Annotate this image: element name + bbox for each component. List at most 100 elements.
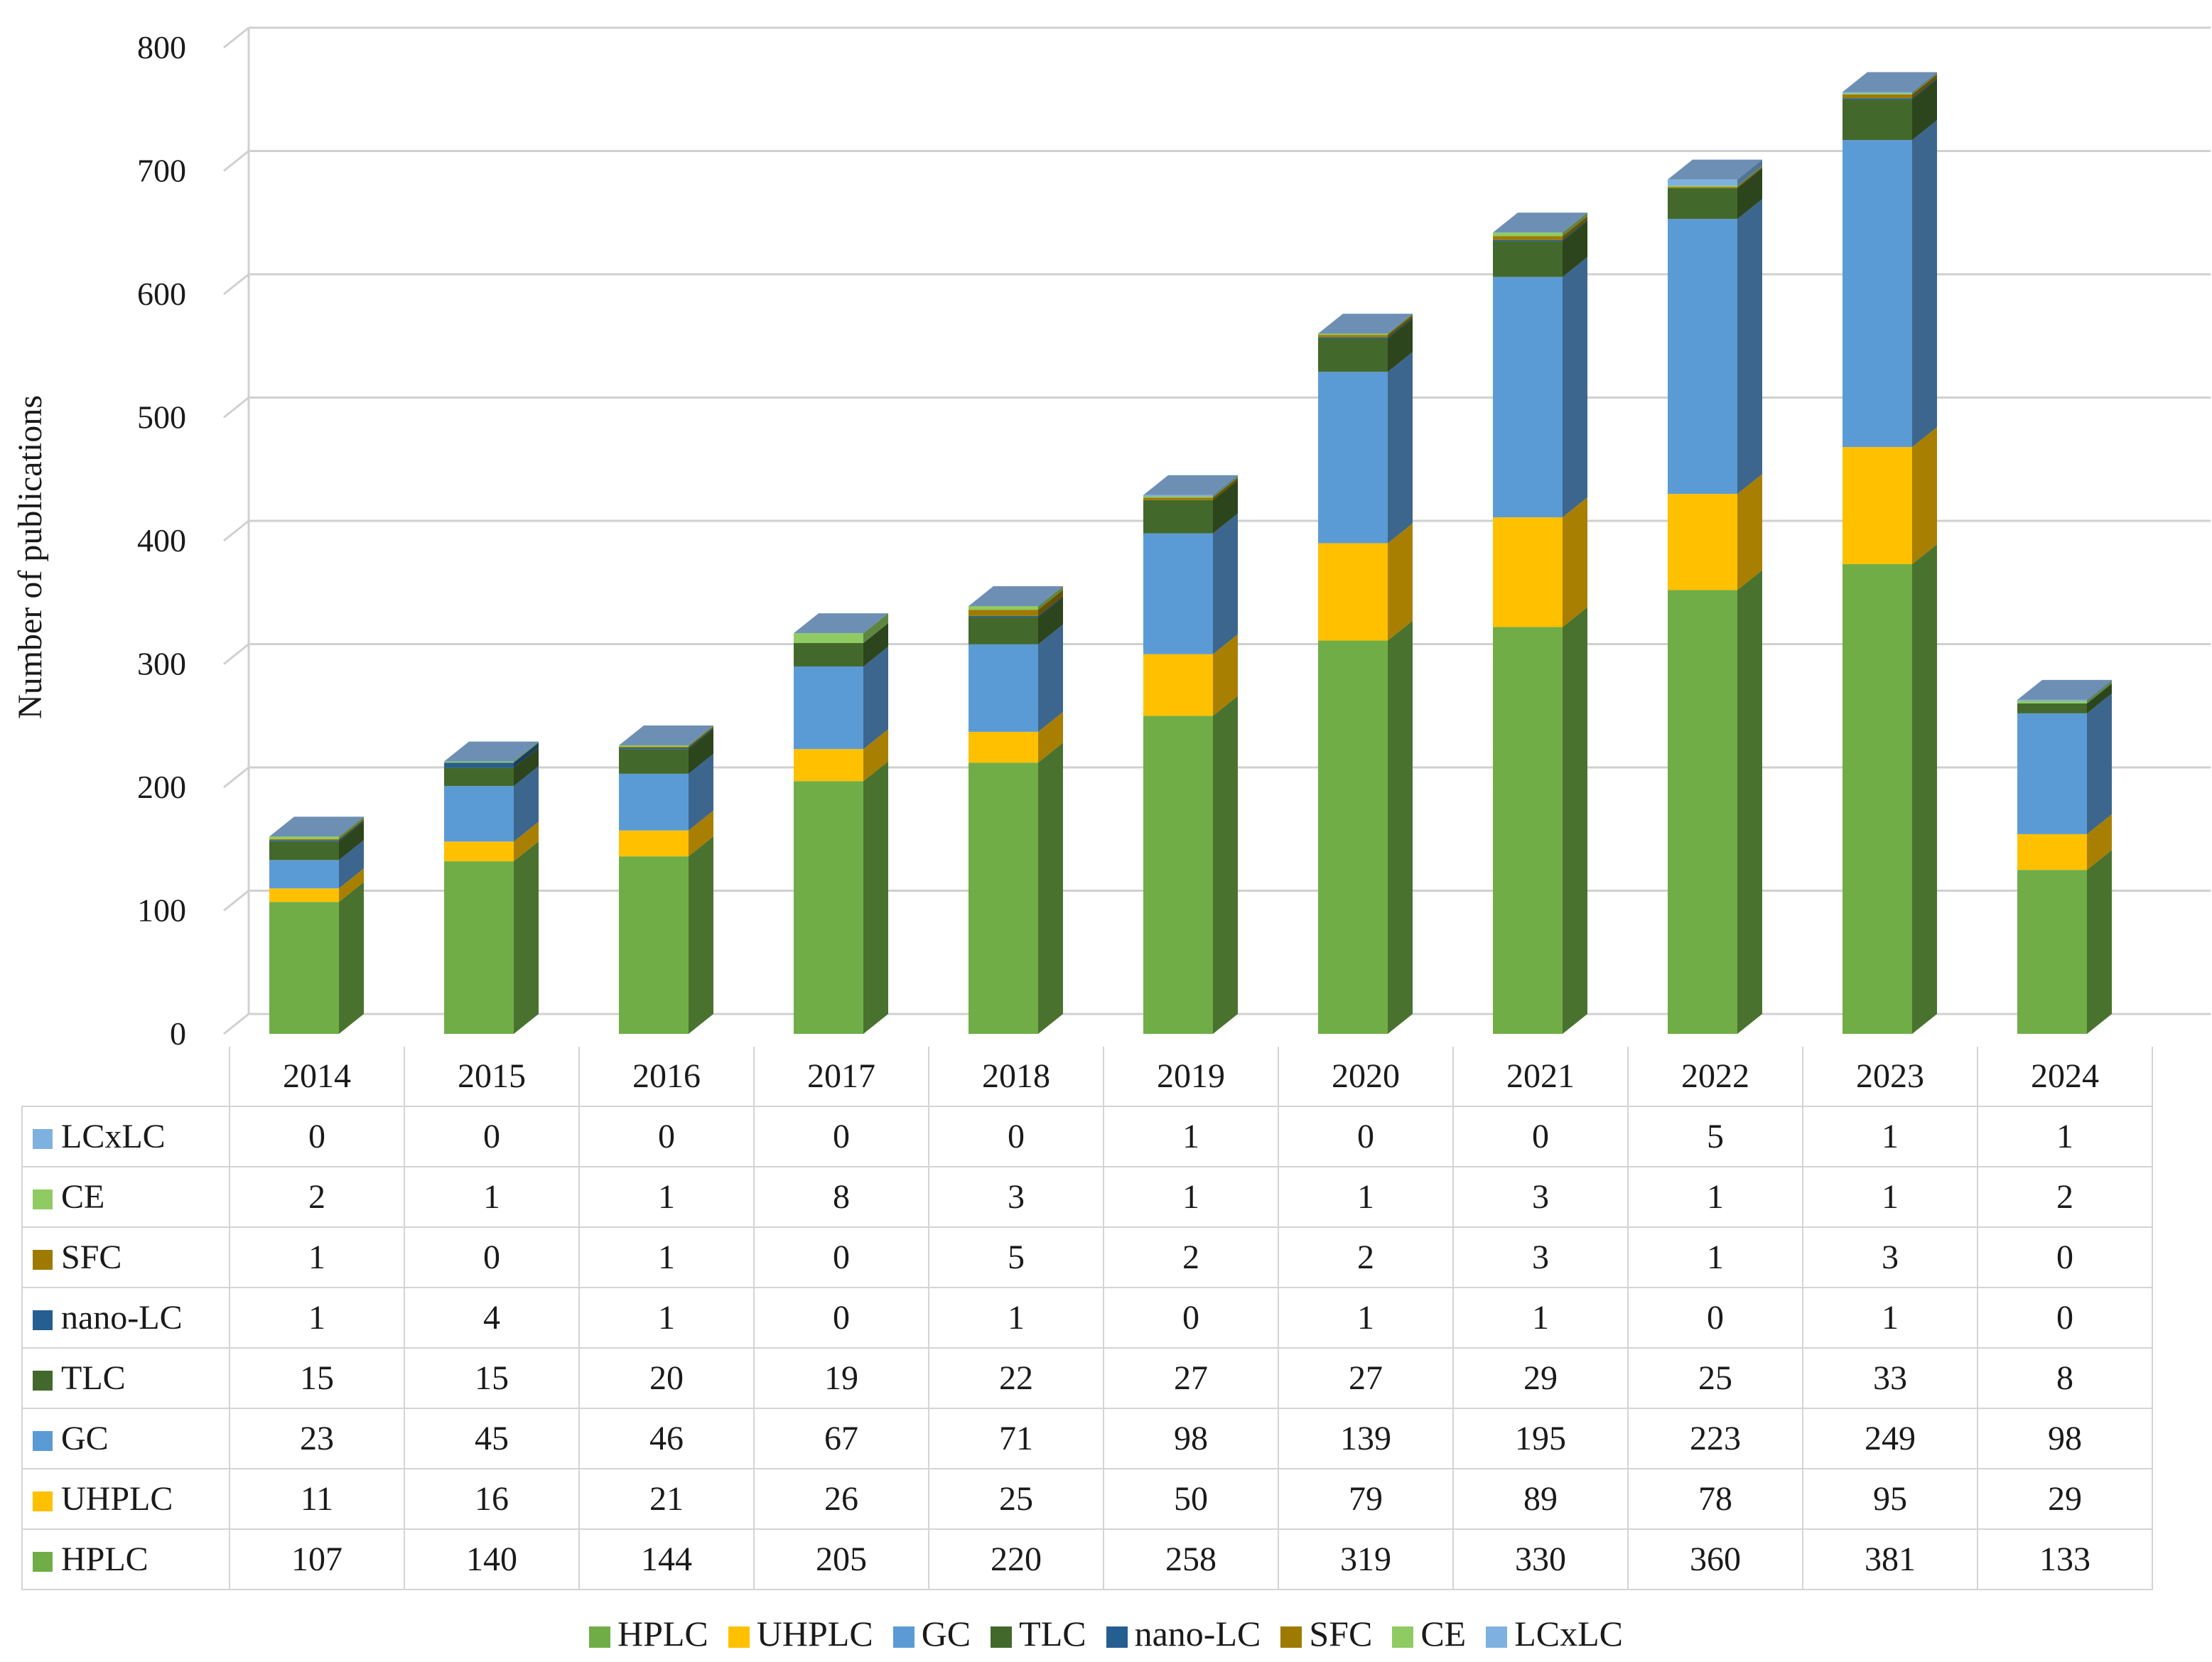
- table-cell: 1: [404, 1166, 580, 1228]
- bar-segment-SFC-2023: [1843, 94, 1912, 99]
- bar-segment-UHPLC-2024: [2017, 833, 2087, 870]
- legend-swatch: [33, 1491, 53, 1511]
- legend-swatch: [33, 1552, 53, 1572]
- table-cell: 29: [1452, 1347, 1629, 1409]
- bar-segment-LCxLC-2023: [1843, 92, 1912, 94]
- legend-item-HPLC: HPLC: [588, 1613, 708, 1654]
- bar-side-UHPLC-2018: [1038, 711, 1063, 763]
- bar-segment-HPLC-2024: [2017, 870, 2087, 1034]
- bar-top-2017: [794, 613, 888, 634]
- table-cell: 319: [1278, 1528, 1454, 1590]
- bar-segment-GC-2020: [1318, 372, 1388, 544]
- table-cell: 25: [928, 1468, 1104, 1530]
- legend-label: CE: [1420, 1614, 1467, 1653]
- table-cell: 95: [1802, 1468, 1978, 1530]
- data-table: 2014 2015 2016 2017 2018 2019 2020 2021 2022 2023…: [21, 1047, 2153, 1590]
- bar-top-2015: [444, 741, 539, 762]
- table-cell: 0: [753, 1106, 929, 1167]
- bar-segment-SFC-2019: [1143, 497, 1213, 500]
- bar-side-HPLC-2021: [1563, 607, 1587, 1034]
- bar-side-HPLC-2017: [863, 761, 888, 1034]
- bar-side-nano-LC-2015: [514, 743, 539, 768]
- x-category-label: 2021: [1452, 1047, 1629, 1107]
- legend-label: TLC: [1019, 1614, 1086, 1653]
- gridline-diagonal: [223, 1013, 249, 1035]
- bar-stack-2020: [1318, 313, 1413, 1034]
- bar-top-2024: [2017, 679, 2112, 700]
- table-cell: 1: [1278, 1287, 1454, 1349]
- bar-segment-HPLC-2018: [969, 762, 1038, 1034]
- bar-side-SFC-2014: [339, 819, 364, 841]
- bar-segment-CE-2017: [794, 633, 863, 644]
- table-cell: 5: [1627, 1106, 1803, 1167]
- bar-side-GC-2024: [2087, 693, 2112, 834]
- table-cell: 205: [753, 1528, 929, 1590]
- bar-side-UHPLC-2016: [689, 810, 713, 857]
- legend-label: SFC: [1309, 1614, 1373, 1653]
- legend: HPLC UHPLC GC TLC nano-LC SFC CE LCxLC: [0, 1613, 2212, 1654]
- table-cell: 107: [229, 1528, 405, 1590]
- legend-label: UHPLC: [756, 1614, 873, 1653]
- table-cell: 133: [1977, 1528, 2153, 1590]
- bar-side-nano-LC-2020: [1388, 317, 1413, 339]
- bar-side-nano-LC-2014: [339, 820, 364, 842]
- bar-top-2023: [1843, 72, 1937, 92]
- table-cell: 0: [1278, 1106, 1454, 1167]
- x-category-label: 2018: [928, 1047, 1104, 1107]
- bar-segment-HPLC-2015: [444, 861, 514, 1034]
- bar-side-GC-2019: [1213, 513, 1238, 654]
- bar-side-TLC-2016: [689, 729, 713, 774]
- legend-swatch: [1486, 1626, 1508, 1648]
- bar-side-CE-2023: [1912, 73, 1937, 95]
- table-cell: 1: [1103, 1106, 1279, 1167]
- bar-side-GC-2016: [689, 753, 713, 831]
- x-category-label: 2017: [753, 1047, 929, 1107]
- y-tick-label: 500: [137, 399, 186, 436]
- bar-side-SFC-2016: [689, 726, 713, 748]
- bar-segment-HPLC-2014: [269, 902, 339, 1034]
- table-cell: 2: [1977, 1166, 2153, 1228]
- bar-side-TLC-2017: [863, 623, 888, 667]
- y-tick-label: 300: [137, 646, 186, 682]
- table-cell: 249: [1802, 1408, 1978, 1469]
- legend-label: nano-LC: [1134, 1614, 1261, 1653]
- bar-segment-UHPLC-2017: [794, 749, 863, 782]
- bar-segment-TLC-2017: [794, 643, 863, 667]
- bar-side-GC-2023: [1912, 120, 1937, 448]
- table-cell: 1: [1278, 1166, 1454, 1228]
- legend-label: GC: [921, 1614, 971, 1653]
- x-category-label: 2016: [578, 1047, 755, 1107]
- bar-segment-GC-2018: [969, 644, 1038, 732]
- legend-swatch: [33, 1189, 53, 1209]
- table-cell: 1: [1802, 1106, 1978, 1167]
- legend-item-nano-LC: nano-LC: [1106, 1613, 1261, 1654]
- gridline-diagonal: [223, 273, 249, 296]
- bar-side-UHPLC-2015: [514, 821, 539, 862]
- bar-side-UHPLC-2023: [1912, 427, 1937, 564]
- table-cell: 139: [1278, 1408, 1454, 1469]
- bar-side-GC-2014: [339, 840, 364, 889]
- bar-segment-CE-2023: [1843, 93, 1912, 95]
- row-label-CE: CE: [21, 1166, 230, 1228]
- bar-segment-GC-2019: [1143, 533, 1213, 654]
- bar-segment-CE-2014: [269, 836, 339, 839]
- bar-segment-HPLC-2023: [1843, 563, 1912, 1034]
- bar-segment-GC-2021: [1493, 276, 1563, 518]
- bar-side-UHPLC-2019: [1213, 634, 1238, 716]
- bar-top-2018: [969, 586, 1063, 606]
- table-cell: 8: [1977, 1347, 2153, 1409]
- legend-swatch: [588, 1626, 610, 1648]
- table-cell: 0: [753, 1226, 929, 1288]
- bar-side-UHPLC-2024: [2087, 814, 2112, 870]
- bar-side-TLC-2021: [1563, 221, 1587, 277]
- table-cell: 26: [753, 1468, 929, 1530]
- table-cell: 22: [928, 1347, 1104, 1409]
- table-row: CE 2 1 1 8 3 1 1 3 1 1 2: [21, 1166, 2153, 1228]
- bar-side-HPLC-2016: [689, 836, 713, 1034]
- bar-side-GC-2021: [1563, 257, 1587, 518]
- row-label-text: nano-LC: [61, 1299, 183, 1337]
- legend-item-UHPLC: UHPLC: [728, 1613, 873, 1654]
- bar-side-UHPLC-2022: [1737, 474, 1762, 590]
- table-cell: 25: [1627, 1347, 1803, 1409]
- legend-item-CE: CE: [1392, 1613, 1466, 1654]
